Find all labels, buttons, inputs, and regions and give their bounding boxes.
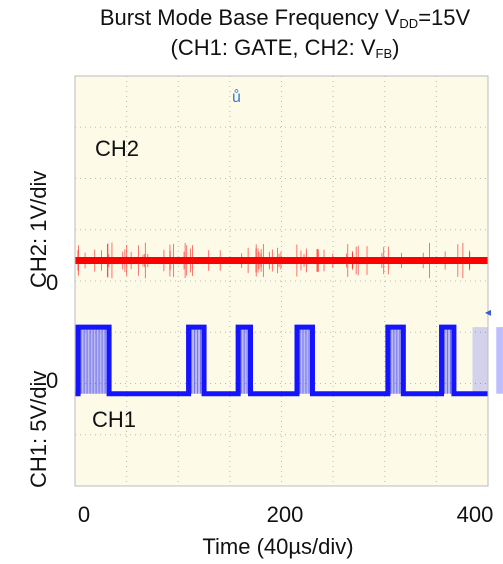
level-marker-icon: ◂ <box>485 305 491 319</box>
grid <box>75 76 488 486</box>
plot-border <box>74 75 489 487</box>
ch1-switching-band <box>441 327 454 394</box>
y-axis-label-ch2: CH2: 1V/div <box>26 171 51 288</box>
ch1-switching-band <box>387 327 404 394</box>
series-label-ch2: CH2 <box>95 136 139 161</box>
ch1-trace <box>75 324 503 397</box>
ch1-switching-band <box>78 327 110 394</box>
series-label-ch1: CH1 <box>92 407 136 432</box>
ch1-zero-label: 0 <box>46 368 58 393</box>
x-tick-label-200: 200 <box>267 502 304 527</box>
x-tick-label-400: 400 <box>457 502 494 527</box>
ch1-pulse-outline <box>75 324 488 397</box>
ch1-switching-band <box>496 327 503 394</box>
ch1-switching-band <box>296 327 313 394</box>
ch1-dense-band <box>472 327 488 394</box>
x-tick-label-0: 0 <box>78 502 90 527</box>
ch2-trace <box>75 242 488 279</box>
trigger-marker-icon: ů <box>232 88 241 106</box>
x-axis-label: Time (40µs/div) <box>202 534 353 559</box>
ch1-switching-band <box>238 327 251 394</box>
ch1-switching-band <box>188 327 205 394</box>
chart-title-line-2: (CH1: GATE, CH2: VFB) <box>170 35 400 61</box>
ch2-zero-label: 0 <box>46 270 58 295</box>
y-axis-label-ch1: CH1: 5V/div <box>26 371 51 488</box>
chart-title-line-1: Burst Mode Base Frequency VDD=15V <box>99 5 471 31</box>
